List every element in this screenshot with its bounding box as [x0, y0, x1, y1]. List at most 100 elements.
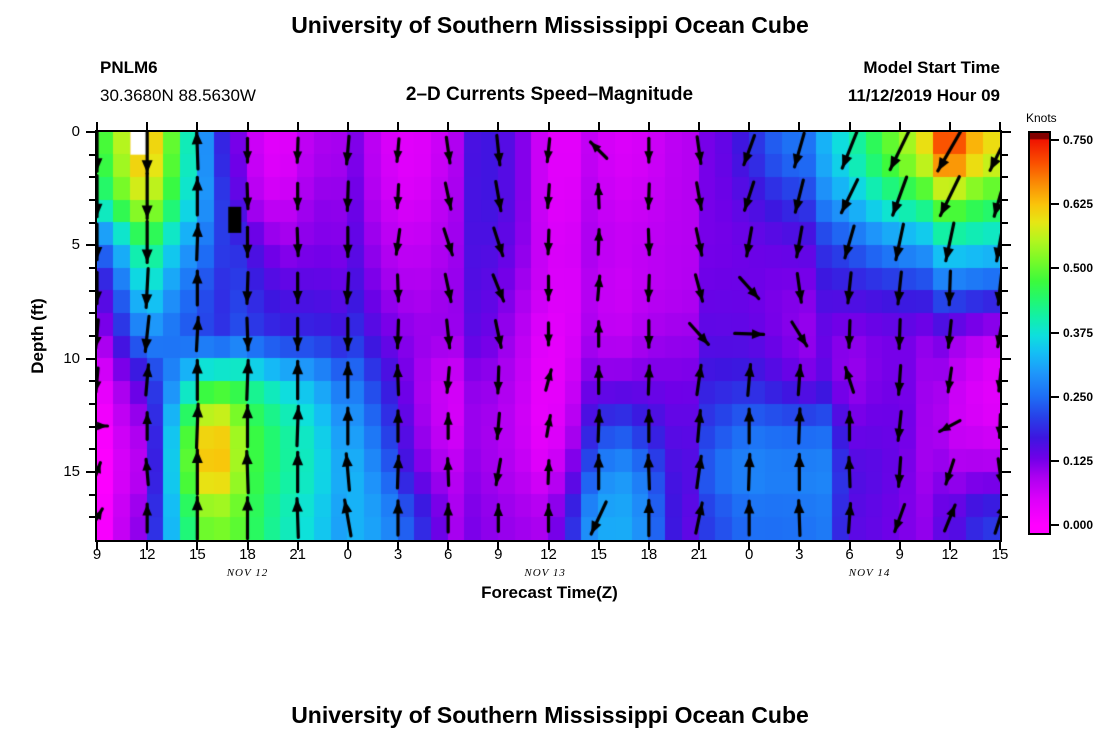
x-tick-bottom	[497, 542, 500, 550]
footer-title: University of Southern Mississippi Ocean…	[291, 702, 809, 728]
currents-heatmap-canvas	[97, 132, 1000, 540]
y-tick-left	[86, 131, 95, 133]
y-tick-right	[1002, 493, 1008, 496]
y-tick-right	[1002, 153, 1008, 156]
x-tick-bottom	[547, 542, 550, 550]
x-tick-bottom	[647, 542, 650, 550]
x-tick-label: 12	[540, 546, 557, 563]
y-tick-left	[89, 425, 95, 428]
x-tick-top	[597, 122, 600, 130]
x-tick-top	[146, 122, 149, 130]
y-tick-left	[89, 516, 95, 519]
x-tick-bottom	[597, 542, 600, 550]
x-tick-bottom	[848, 542, 851, 550]
x-tick-bottom	[999, 542, 1001, 550]
y-tick-right	[1002, 471, 1011, 473]
colorbar-tick	[1051, 267, 1059, 270]
x-tick-label: 9	[92, 546, 102, 563]
x-tick-top	[698, 122, 700, 130]
x-tick-label: 12	[138, 546, 156, 563]
x-tick-label: 18	[640, 546, 658, 563]
x-date-label: NOV 14	[848, 567, 891, 579]
x-tick-top	[196, 122, 199, 130]
x-tick-label: 9	[494, 546, 503, 563]
x-tick-bottom	[948, 542, 951, 550]
y-tick-left	[89, 153, 95, 156]
plot-frame	[95, 130, 1002, 542]
y-tick-left	[89, 335, 95, 337]
y-axis-title: Depth (ft)	[28, 298, 47, 374]
x-tick-top	[547, 122, 550, 130]
x-tick-label: 0	[343, 546, 352, 563]
model-start-time-value: 11/12/2019 Hour 09	[847, 86, 1000, 105]
colorbar-tick-label: 0.750	[1063, 133, 1094, 147]
y-tick-right	[1002, 357, 1011, 360]
model-start-time-label: Model Start Time	[863, 58, 1000, 77]
colorbar-tick	[1051, 331, 1059, 334]
x-tick-top	[798, 122, 801, 130]
colorbar-tick-label: 0.500	[1063, 261, 1094, 276]
x-tick-top	[447, 122, 450, 130]
y-tick-left	[89, 380, 95, 383]
y-tick-label: 15	[63, 463, 80, 480]
x-tick-label: 21	[690, 546, 708, 563]
x-tick-label: 15	[991, 546, 1009, 563]
x-tick-top	[96, 122, 98, 130]
x-tick-label: 3	[393, 546, 403, 563]
y-tick-right	[1002, 425, 1008, 428]
x-tick-top	[497, 122, 500, 130]
y-tick-right	[1002, 176, 1008, 179]
y-tick-right	[1002, 244, 1011, 247]
colorbar-tick	[1051, 459, 1059, 462]
y-tick-left	[89, 289, 95, 292]
x-tick-bottom	[246, 542, 249, 550]
x-tick-top	[346, 122, 349, 130]
x-tick-bottom	[397, 542, 399, 550]
colorbar-tick-label: 0.000	[1063, 518, 1094, 533]
x-tick-label: 21	[289, 546, 306, 563]
page-title: University of Southern Mississippi Ocean…	[291, 12, 809, 38]
y-tick-left	[86, 244, 95, 247]
y-tick-left	[89, 312, 95, 315]
y-tick-left	[86, 357, 95, 360]
x-tick-bottom	[798, 542, 801, 550]
x-tick-bottom	[898, 542, 901, 550]
y-tick-right	[1002, 516, 1008, 519]
x-tick-label: 9	[895, 546, 904, 563]
y-tick-right	[1002, 289, 1008, 292]
y-tick-right	[1002, 335, 1008, 337]
y-tick-right	[1002, 312, 1008, 315]
colorbar	[1028, 131, 1051, 535]
x-tick-bottom	[698, 542, 700, 550]
colorbar-tick	[1051, 139, 1059, 141]
station-coordinates: 30.3680N 88.5630W	[100, 86, 256, 105]
y-tick-right	[1002, 199, 1008, 201]
x-tick-label: 15	[590, 546, 607, 563]
colorbar-tick	[1051, 395, 1059, 398]
y-tick-label: 5	[71, 236, 80, 254]
x-axis-title: Forecast Time(Z)	[481, 583, 618, 602]
colorbar-tick-label: 0.625	[1063, 197, 1094, 212]
colorbar-tick	[1051, 203, 1059, 206]
x-tick-bottom	[748, 542, 751, 550]
y-tick-left	[89, 221, 95, 224]
y-tick-left	[86, 471, 95, 473]
x-tick-top	[999, 122, 1001, 130]
x-tick-bottom	[196, 542, 199, 550]
x-date-label: NOV 13	[524, 567, 566, 579]
y-tick-right	[1002, 131, 1011, 133]
x-tick-top	[848, 122, 851, 130]
colorbar-tick	[1051, 524, 1059, 527]
plot-title: 2–D Currents Speed–Magnitude	[405, 84, 694, 105]
y-tick-label: 0	[71, 123, 80, 140]
y-tick-left	[89, 267, 95, 269]
x-tick-top	[898, 122, 901, 130]
x-tick-bottom	[96, 542, 98, 550]
y-tick-right	[1002, 448, 1008, 451]
x-date-label: NOV 12	[226, 567, 269, 579]
x-tick-label: 6	[845, 546, 854, 563]
y-tick-right	[1002, 403, 1008, 405]
x-tick-bottom	[146, 542, 149, 550]
x-tick-bottom	[447, 542, 450, 550]
y-tick-right	[1002, 380, 1008, 383]
